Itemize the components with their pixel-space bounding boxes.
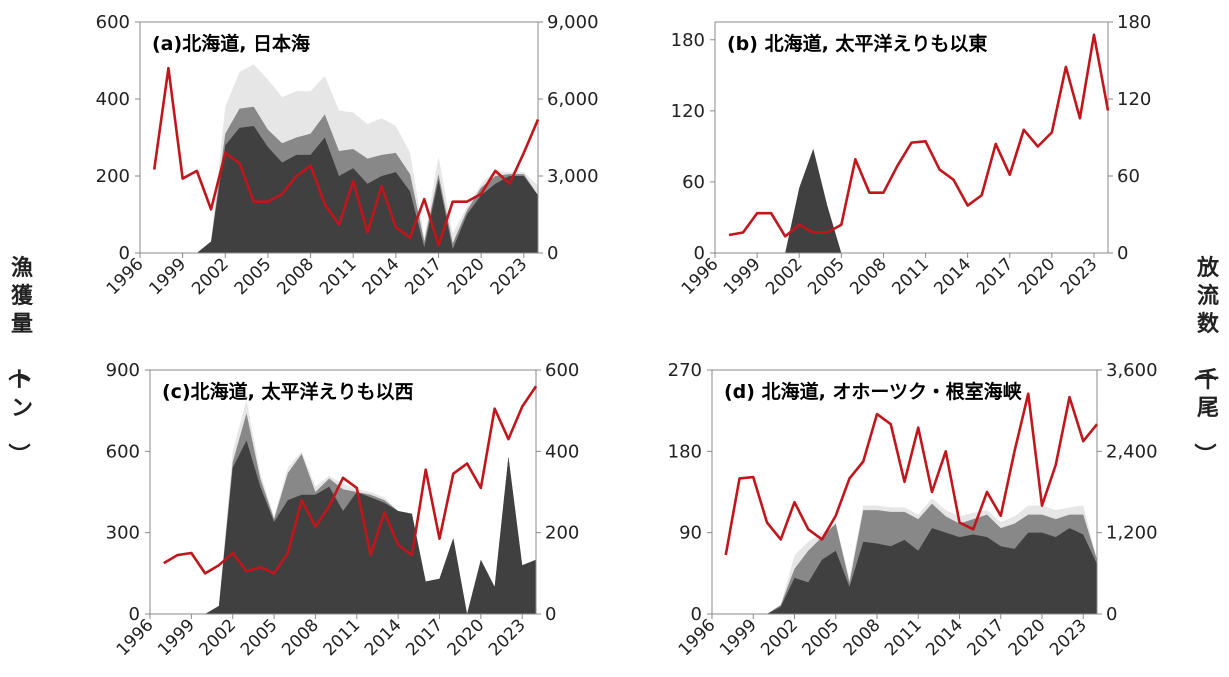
release-line: [728, 33, 1110, 238]
y-right-tick-label: 3,600: [1106, 360, 1158, 381]
x-tick-label: 2014: [922, 615, 967, 660]
x-tick-label: 1999: [154, 615, 199, 660]
x-tick-label: 2017: [973, 254, 1018, 299]
x-tick-label: 2023: [1057, 254, 1102, 299]
y-right-tick-label: 9,000: [547, 12, 599, 33]
x-tick-label: 2020: [444, 254, 489, 299]
y-left-tick-label: 0: [691, 604, 702, 625]
y-left-tick-label: 900: [106, 360, 140, 381]
y-left-tick-label: 120: [671, 101, 705, 122]
plot-frame: [139, 21, 539, 254]
y-right-tick-label: 6,000: [547, 89, 599, 110]
chart-panel-b: 0601201800601201801996199920022005200820…: [671, 12, 1152, 299]
release-line: [152, 66, 540, 247]
y-left-tick-label: 180: [671, 30, 705, 51]
x-tick-label: 2014: [361, 615, 406, 660]
y-right-tick-label: 0: [545, 604, 556, 625]
area-series-3: [205, 440, 536, 614]
release-line: [163, 385, 538, 575]
x-tick-label: 2017: [402, 615, 447, 660]
left-axis-title: 漁獲量（トン）: [5, 255, 34, 465]
panel-title: (c)北海道, 太平洋えりも以西: [162, 380, 413, 403]
y-right-tick-label: 1,200: [1106, 523, 1158, 544]
x-tick-label: 2002: [757, 615, 802, 660]
x-tick-label: 2020: [1015, 254, 1060, 299]
panel-title: (d) 北海道, オホーツク・根室海峡: [724, 380, 1023, 403]
area-series-3: [767, 528, 1097, 614]
x-tick-label: 2008: [273, 254, 318, 299]
y-left-tick-label: 0: [694, 243, 705, 264]
x-tick-label: 2023: [1046, 615, 1091, 660]
x-tick-label: 1999: [720, 254, 765, 299]
panel-title: (b) 北海道, 太平洋えりも以東: [727, 32, 987, 55]
area-series-1: [785, 148, 842, 253]
y-right-tick-label: 600: [545, 360, 579, 381]
panel-title: (a)北海道, 日本海: [152, 32, 310, 55]
y-right-tick-label: 180: [1117, 12, 1151, 33]
x-tick-label: 2005: [231, 254, 276, 299]
y-right-tick-label: 0: [1106, 604, 1117, 625]
chart-panel-d: 09018027001,2002,4003,600199619992002200…: [668, 360, 1158, 660]
plot-frame: [149, 369, 537, 615]
right-axis-title: 放流数（千尾）: [1191, 255, 1220, 465]
y-left-tick-label: 600: [96, 12, 130, 33]
x-tick-label: 2014: [359, 254, 404, 299]
y-right-tick-label: 2,400: [1106, 441, 1158, 462]
x-tick-label: 2014: [930, 254, 975, 299]
y-left-tick-label: 90: [679, 523, 702, 544]
x-tick-label: 2017: [401, 254, 446, 299]
y-right-tick-label: 200: [545, 523, 579, 544]
x-tick-label: 2017: [964, 615, 1009, 660]
x-tick-label: 2005: [237, 615, 282, 660]
y-right-tick-label: 3,000: [547, 166, 599, 187]
x-tick-label: 2011: [320, 615, 365, 660]
x-tick-label: 2023: [487, 254, 532, 299]
x-tick-label: 1999: [716, 615, 761, 660]
y-left-tick-label: 300: [106, 523, 140, 544]
plot-frame: [711, 369, 1098, 615]
y-right-tick-label: 60: [1117, 166, 1140, 187]
y-left-tick-label: 0: [129, 604, 140, 625]
area-series-3: [196, 125, 538, 253]
x-tick-label: 1999: [145, 254, 190, 299]
y-left-tick-label: 200: [96, 166, 130, 187]
y-right-tick-label: 0: [547, 243, 558, 264]
y-left-tick-label: 180: [668, 441, 702, 462]
x-tick-label: 2002: [196, 615, 241, 660]
x-tick-label: 2008: [840, 615, 885, 660]
y-left-tick-label: 600: [106, 441, 140, 462]
chart-panel-a: 020040060003,0006,0009,00019961999200220…: [96, 12, 599, 299]
chart-panel-c: 0300600900020040060019961999200220052008…: [106, 360, 580, 660]
y-left-tick-label: 400: [96, 89, 130, 110]
x-tick-label: 2011: [888, 254, 933, 299]
y-right-tick-label: 400: [545, 441, 579, 462]
x-tick-label: 2011: [881, 615, 926, 660]
release-line: [724, 392, 1099, 556]
chart-panels: 020040060003,0006,0009,00019961999200220…: [96, 12, 1158, 660]
x-tick-label: 2023: [485, 615, 530, 660]
x-tick-label: 2020: [1005, 615, 1050, 660]
y-left-tick-label: 60: [682, 172, 705, 193]
x-tick-label: 2005: [804, 254, 849, 299]
y-right-tick-label: 120: [1117, 89, 1151, 110]
x-tick-label: 2011: [316, 254, 361, 299]
x-tick-label: 2008: [846, 254, 891, 299]
y-right-tick-label: 0: [1117, 243, 1128, 264]
x-tick-label: 2005: [799, 615, 844, 660]
y-left-tick-label: 0: [119, 243, 130, 264]
y-left-tick-label: 270: [668, 360, 702, 381]
x-tick-label: 2002: [762, 254, 807, 299]
x-tick-label: 2008: [278, 615, 323, 660]
plot-frame: [714, 21, 1109, 254]
x-tick-label: 2002: [188, 254, 233, 299]
x-tick-label: 2020: [444, 615, 489, 660]
